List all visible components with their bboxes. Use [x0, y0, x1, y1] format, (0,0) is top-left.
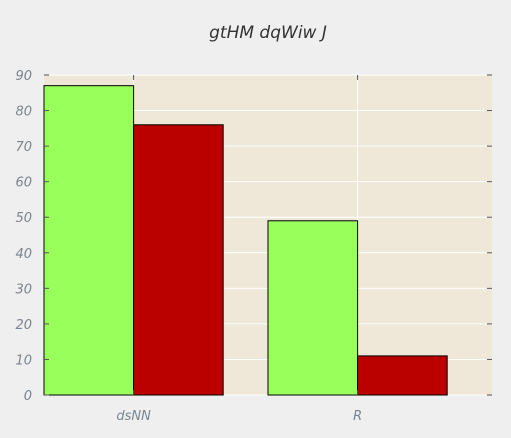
- bar-dsNN-2: [134, 125, 224, 395]
- x-axis-tick-labels: dsNN R: [116, 409, 362, 424]
- bar-dsNN-1: [44, 86, 134, 395]
- y-tick-label: 80: [15, 105, 32, 120]
- bar-R-1: [268, 221, 358, 395]
- y-axis-tick-labels: 0 10 20 30 40 50 60 70 80 90: [15, 69, 32, 404]
- y-tick-label: 10: [15, 353, 32, 368]
- y-tick-label: 90: [15, 69, 32, 84]
- y-tick-label: 70: [15, 140, 32, 155]
- y-tick-label: 30: [15, 282, 32, 297]
- y-tick-label: 60: [15, 176, 32, 191]
- y-tick-label: 50: [15, 211, 32, 226]
- bar-R-2: [358, 356, 448, 395]
- chart-title: gtHM dqWiw J: [209, 23, 327, 43]
- y-tick-label: 20: [15, 318, 32, 333]
- y-tick-label: 0: [24, 389, 32, 404]
- x-tick-label: R: [353, 409, 362, 424]
- x-tick-label: dsNN: [116, 409, 151, 424]
- y-tick-label: 40: [15, 247, 32, 262]
